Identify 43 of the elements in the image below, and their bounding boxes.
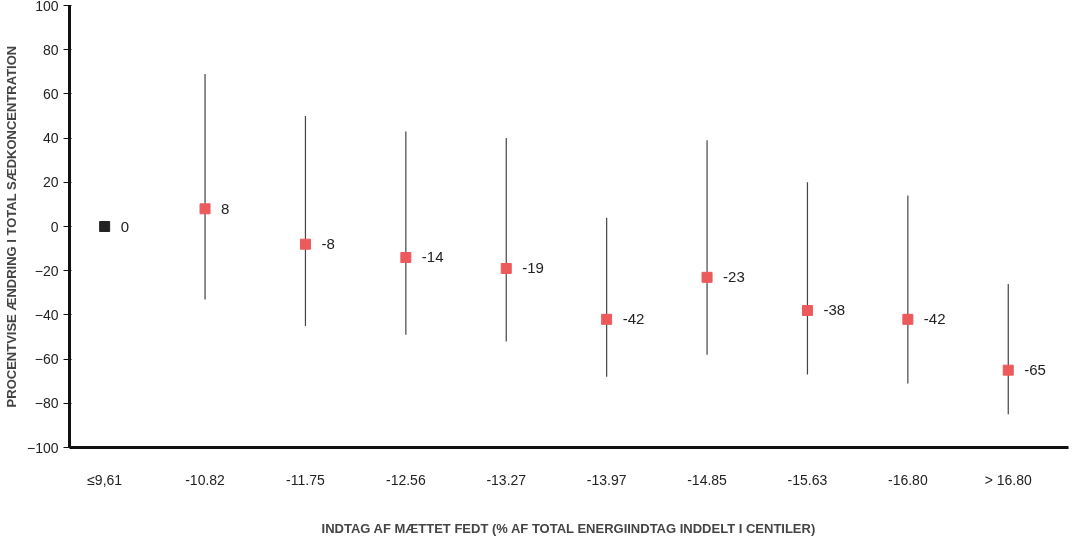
point: [500, 262, 512, 274]
data-label: -42: [622, 310, 645, 328]
point: [601, 313, 613, 325]
data-label: -65: [1024, 361, 1046, 379]
y-tick-label: −20: [34, 262, 59, 279]
point: [299, 238, 311, 250]
y-tick-label: 40: [42, 130, 59, 147]
y-tick-label: 100: [35, 0, 59, 14]
point: [199, 203, 211, 215]
x-tick-label: -11.75: [286, 471, 325, 488]
point: [99, 221, 111, 232]
y-tick-label: −40: [34, 306, 59, 323]
data-label: -42: [923, 310, 946, 328]
y-tick-label: −100: [26, 439, 59, 456]
data-label: 0: [120, 217, 129, 235]
point: [400, 251, 412, 263]
x-tick-label: -12.56: [386, 471, 426, 488]
data-label: -19: [522, 259, 544, 277]
x-tick-label: -13.27: [486, 471, 527, 488]
y-tick-label: 0: [50, 218, 59, 235]
x-axis-title: INDTAG AF MÆTTET FEDT (% AF TOTAL ENERGIINDTAG INDDELT I CENTILER): [321, 520, 816, 536]
x-tick-label: -16.80: [888, 471, 928, 488]
x-tick-label: ≤9,61: [87, 471, 123, 488]
data-label: -23: [723, 268, 745, 286]
point: [701, 271, 713, 283]
x-tick-label: -10.82: [185, 471, 226, 488]
data-label: 8: [221, 199, 230, 217]
y-tick-label: 80: [42, 41, 59, 58]
point: [902, 313, 914, 325]
data-label: -38: [823, 301, 846, 319]
y-tick-label: 20: [42, 174, 59, 191]
data-label: -8: [321, 235, 335, 253]
point: [801, 304, 813, 316]
x-tick-label: -13.97: [586, 471, 627, 488]
y-tick-label: −60: [34, 351, 59, 368]
y-tick-label: 60: [42, 85, 59, 102]
y-tick-label: −80: [34, 395, 59, 412]
x-tick-label: -15.63: [787, 471, 828, 488]
x-tick-label: -14.85: [687, 471, 728, 488]
data-label: -14: [421, 248, 444, 266]
y-axis-title: PROCENTVISE ÆNDRING I TOTAL SÆDKONCENTRATION: [3, 45, 19, 408]
x-tick-label: > 16.80: [984, 471, 1033, 488]
point: [1002, 364, 1014, 376]
